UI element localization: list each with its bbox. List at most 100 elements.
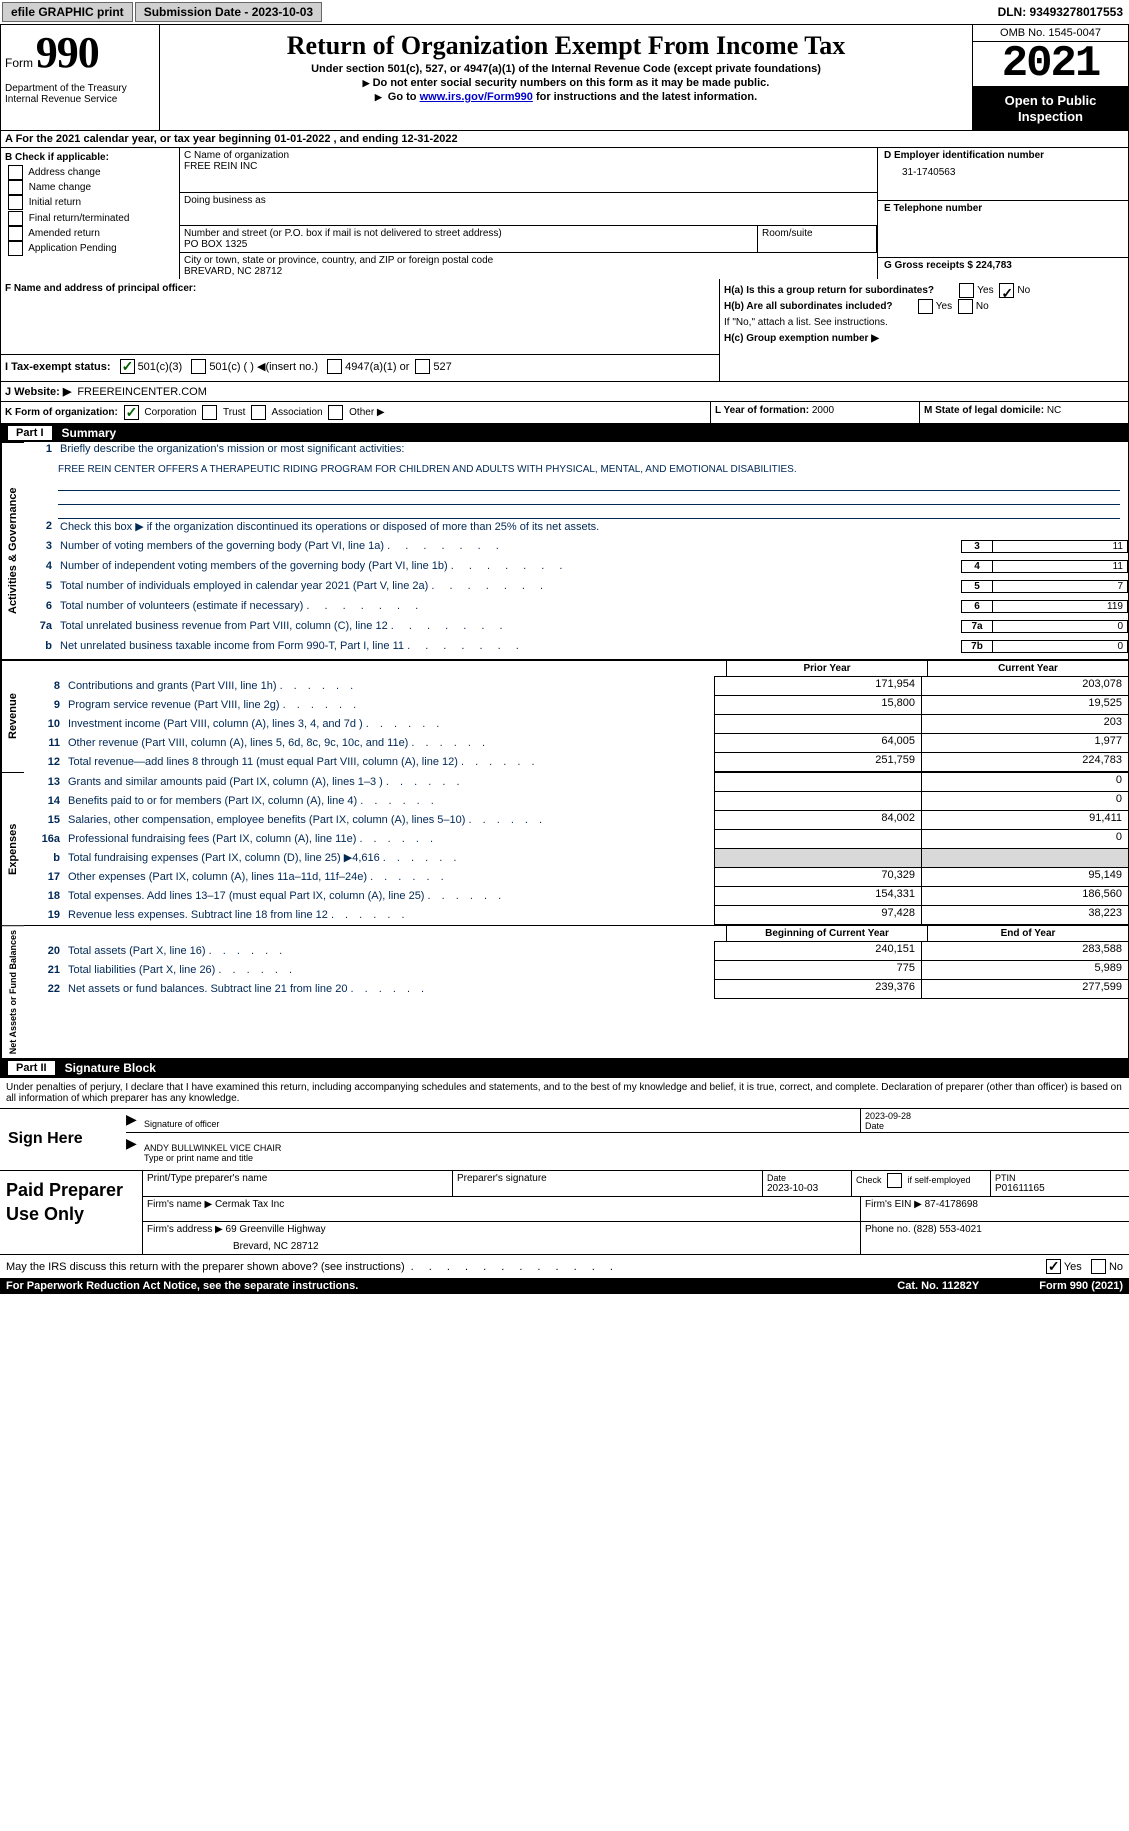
fin-line: 16a Professional fundraising fees (Part …: [24, 829, 1128, 848]
city-value: BREVARD, NC 28712: [184, 266, 873, 277]
ha-no[interactable]: [999, 283, 1014, 298]
firm-ein-value: 87-4178698: [925, 1199, 978, 1210]
ein-value: 31-1740563: [884, 161, 1122, 178]
check-501c[interactable]: [191, 359, 206, 374]
signature-officer-label: Signature of officer: [140, 1109, 860, 1132]
fin-line: 22 Net assets or fund balances. Subtract…: [24, 979, 1128, 999]
hc-label: H(c) Group exemption number ▶: [724, 333, 879, 344]
paid-preparer-label: Paid Preparer Use Only: [0, 1171, 142, 1254]
row-a-calendar-year: A For the 2021 calendar year, or tax yea…: [0, 131, 1129, 148]
sign-arrow-icon-2: ▶: [126, 1133, 140, 1164]
firm-ein-label: Firm's EIN ▶: [865, 1199, 922, 1210]
check-trust[interactable]: [202, 405, 217, 420]
hb-note: If "No," attach a list. See instructions…: [724, 315, 1124, 331]
form-ref: Form 990 (2021): [1039, 1280, 1123, 1292]
part-2-header: Part II Signature Block: [0, 1059, 1129, 1077]
hb-no[interactable]: [958, 299, 973, 314]
check-501c3[interactable]: [120, 359, 135, 374]
firm-addr-value-2: Brevard, NC 28712: [147, 1235, 856, 1252]
top-bar: efile GRAPHIC print Submission Date - 20…: [0, 0, 1129, 25]
officer-name-value: ANDY BULLWINKEL VICE CHAIR: [144, 1143, 1125, 1153]
dba-label: Doing business as: [184, 195, 873, 206]
submission-date-button[interactable]: Submission Date - 2023-10-03: [135, 2, 322, 22]
form-title: Return of Organization Exempt From Incom…: [168, 31, 964, 61]
website-value: FREEREINCENTER.COM: [77, 386, 207, 398]
check-address-change[interactable]: Address change: [5, 165, 175, 180]
state-domicile-value: NC: [1047, 405, 1061, 416]
check-4947[interactable]: [327, 359, 342, 374]
discuss-no[interactable]: [1091, 1259, 1106, 1274]
gov-line: 5Total number of individuals employed in…: [24, 579, 1128, 599]
firm-phone-value: (828) 553-4021: [913, 1224, 981, 1235]
phone-label: E Telephone number: [884, 203, 1122, 214]
firm-name-value: Cermak Tax Inc: [215, 1199, 284, 1210]
gross-label: G Gross receipts $: [884, 260, 973, 271]
discuss-yes[interactable]: [1046, 1259, 1061, 1274]
row-f-h: F Name and address of principal officer:…: [0, 279, 1129, 382]
part-1-header: Part I Summary: [0, 424, 1129, 442]
tax-year: 2021: [973, 42, 1128, 87]
org-name-label: C Name of organization: [184, 150, 873, 161]
row-k: K Form of organization: Corporation Trus…: [0, 402, 1129, 424]
prior-year-header: Prior Year: [726, 661, 927, 676]
year-formation-label: L Year of formation:: [715, 405, 809, 416]
fin-line: 19 Revenue less expenses. Subtract line …: [24, 905, 1128, 925]
footer-bar: For Paperwork Reduction Act Notice, see …: [0, 1278, 1129, 1294]
hb-label: H(b) Are all subordinates included?: [724, 301, 893, 312]
ha-yes[interactable]: [959, 283, 974, 298]
check-other[interactable]: [328, 405, 343, 420]
end-year-header: End of Year: [927, 926, 1128, 941]
ptin-value: P01611165: [995, 1183, 1125, 1194]
part-1-title: Summary: [62, 426, 117, 440]
form-header: Form 990 Department of the Treasury Inte…: [0, 25, 1129, 131]
address-label: Number and street (or P.O. box if mail i…: [184, 228, 753, 239]
firm-phone-label: Phone no.: [865, 1224, 911, 1235]
check-527[interactable]: [415, 359, 430, 374]
vtab-revenue: Revenue: [1, 660, 24, 772]
check-initial-return[interactable]: Initial return: [5, 195, 175, 210]
col-b-title: B Check if applicable:: [5, 150, 175, 165]
irs-link[interactable]: www.irs.gov/Form990: [420, 91, 533, 103]
dept-label: Department of the Treasury Internal Reve…: [5, 83, 155, 105]
efile-button[interactable]: efile GRAPHIC print: [2, 2, 133, 22]
fin-line: 8 Contributions and grants (Part VIII, l…: [24, 676, 1128, 695]
part-2-title: Signature Block: [65, 1061, 156, 1075]
prep-date-value: 2023-10-03: [767, 1183, 847, 1194]
check-self-employed[interactable]: [887, 1173, 902, 1188]
form-label: Form: [5, 56, 33, 70]
goto-post: for instructions and the latest informat…: [536, 91, 757, 103]
part-1-label: Part I: [8, 426, 52, 440]
gov-line: 7aTotal unrelated business revenue from …: [24, 619, 1128, 639]
vtab-net-assets: Net Assets or Fund Balances: [1, 925, 24, 1058]
hb-yes[interactable]: [918, 299, 933, 314]
part-2-label: Part II: [8, 1061, 55, 1075]
ha-label: H(a) Is this a group return for subordin…: [724, 285, 934, 296]
identity-section: B Check if applicable: Address change Na…: [0, 148, 1129, 279]
check-corporation[interactable]: [124, 405, 139, 420]
check-application-pending[interactable]: Application Pending: [5, 241, 175, 256]
penalty-statement: Under penalties of perjury, I declare th…: [0, 1077, 1129, 1108]
check-final-return[interactable]: Final return/terminated: [5, 211, 175, 226]
check-name-change[interactable]: Name change: [5, 180, 175, 195]
firm-name-label: Firm's name ▶: [147, 1199, 212, 1210]
vtab-expenses: Expenses: [1, 772, 24, 925]
fin-line: 18 Total expenses. Add lines 13–17 (must…: [24, 886, 1128, 905]
mission-q: Briefly describe the organization's miss…: [60, 443, 1128, 455]
paperwork-notice: For Paperwork Reduction Act Notice, see …: [6, 1280, 358, 1292]
room-suite-label: Room/suite: [758, 226, 877, 252]
check-amended-return[interactable]: Amended return: [5, 226, 175, 241]
paid-preparer-section: Paid Preparer Use Only Print/Type prepar…: [0, 1170, 1129, 1254]
year-formation-value: 2000: [812, 405, 834, 416]
fin-line: 17 Other expenses (Part IX, column (A), …: [24, 867, 1128, 886]
fin-line: 11 Other revenue (Part VIII, column (A),…: [24, 733, 1128, 752]
ptin-label: PTIN: [995, 1173, 1125, 1183]
form-org-label: K Form of organization:: [5, 407, 118, 418]
sign-here-label: Sign Here: [0, 1109, 126, 1170]
city-label: City or town, state or province, country…: [184, 255, 873, 266]
subtitle-2: Do not enter social security numbers on …: [373, 77, 770, 89]
check-association[interactable]: [251, 405, 266, 420]
gov-line: bNet unrelated business taxable income f…: [24, 639, 1128, 659]
current-year-header: Current Year: [927, 661, 1128, 676]
address-value: PO BOX 1325: [184, 239, 753, 250]
form-number: 990: [36, 28, 99, 77]
